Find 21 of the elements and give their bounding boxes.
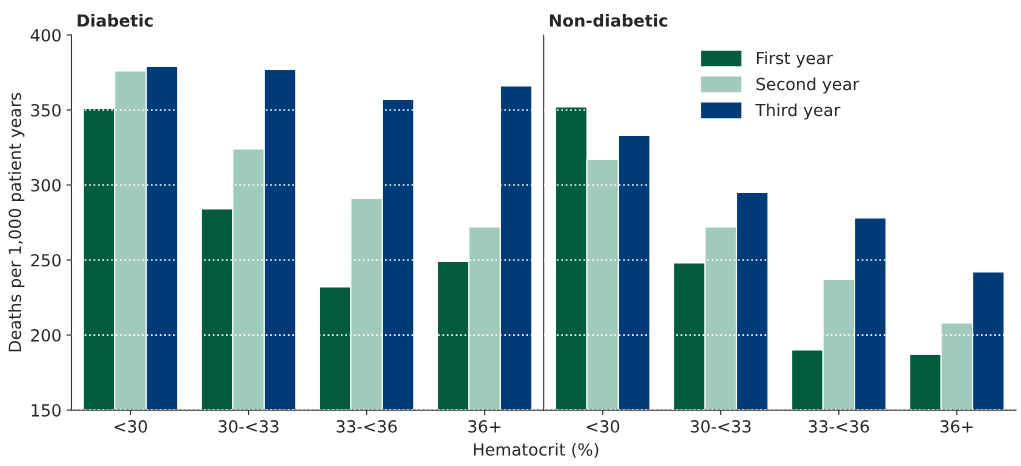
- chart-title: Diabetic: [77, 13, 153, 27]
- x-tick-label: 33-<36: [336, 420, 397, 433]
- x-tick-label: 36+: [468, 420, 501, 433]
- legend-label: Third year: [755, 103, 841, 120]
- legend-label: Second year: [756, 77, 860, 94]
- x-tick-label: <30: [586, 420, 620, 433]
- y-tick-label: 400: [30, 28, 61, 42]
- x-tick-label: 36+: [940, 420, 973, 433]
- x-tick-label: <30: [114, 420, 147, 433]
- x-axis-title: Hematocrit (%): [474, 442, 599, 458]
- y-tick-label: 350: [31, 103, 61, 117]
- y-axis-title: Deaths per 1,000 patient years: [8, 92, 25, 352]
- chart-title: Non-diabetic: [549, 13, 668, 27]
- y-tick-label: 150: [31, 404, 61, 417]
- y-tick-label: 250: [31, 253, 61, 267]
- x-tick-label: 30-<33: [218, 420, 279, 433]
- x-tick-label: 30-<33: [690, 420, 751, 433]
- legend-label: First year: [757, 51, 833, 68]
- x-tick-label: 33-<36: [808, 420, 869, 433]
- y-tick-label: 300: [31, 178, 61, 192]
- y-tick-label: 200: [31, 329, 61, 342]
